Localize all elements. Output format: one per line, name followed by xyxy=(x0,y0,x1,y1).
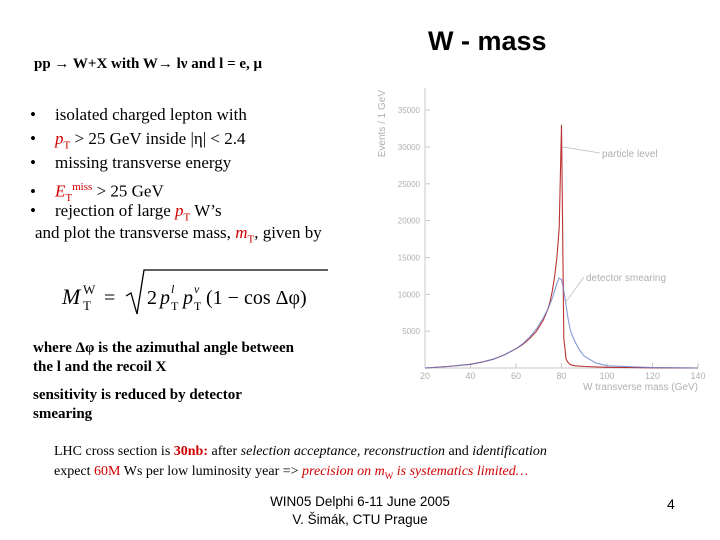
bullet-dot: • xyxy=(30,181,36,201)
transverse-mass-formula: M W T = 2 p l T p ν T (1 − cos Δφ) xyxy=(61,269,328,315)
bullet-list: • isolated charged lepton with • pT > 25 Ge… xyxy=(30,103,247,223)
y-tick-label: 30000 xyxy=(398,143,421,152)
bullet-sub: T xyxy=(63,139,71,152)
lhc-cross-section-value: 30nb: xyxy=(173,444,208,459)
slide-title: W - mass xyxy=(428,26,547,56)
lhc-line-2: expect 60M Ws per low luminosity year =>… xyxy=(54,462,547,486)
annotation-detector-smearing: detector smearing xyxy=(586,273,666,284)
y-tick-label: 15000 xyxy=(398,253,421,262)
y-tick-label: 10000 xyxy=(398,290,421,299)
bullet-dot: • xyxy=(30,105,36,124)
slide-footer: WIN05 Delphi 6-11 June 2005 V. Šimák, CT… xyxy=(240,493,480,529)
x-tick-label: 120 xyxy=(645,371,660,381)
lhc-l2-c: Ws per low luminosity year => xyxy=(120,464,303,479)
y-tick-label: 20000 xyxy=(398,217,421,226)
formula-p1-sup: l xyxy=(171,282,175,296)
lhc-l2-a: expect xyxy=(54,464,95,479)
note-line: the l and the recoil X xyxy=(33,359,167,375)
bullet-dot: • xyxy=(30,153,36,172)
note-line: where Δφ is the azimuthal angle between xyxy=(33,340,294,356)
y-tick-label: 5000 xyxy=(402,327,420,336)
lhc-line-1: LHC cross section is 30nb: after selecti… xyxy=(54,442,547,462)
y-axis-label: Events / 1 GeV xyxy=(377,90,388,158)
conclusion-pre: and plot the transverse mass, xyxy=(35,223,236,242)
bullet-pre: missing transverse energy xyxy=(55,153,232,172)
x-tick-label: 80 xyxy=(556,371,566,381)
lhc-l2-d-sub: W xyxy=(384,470,394,481)
bullet-sup: miss xyxy=(72,181,93,193)
formula-lhs-sub: T xyxy=(83,298,91,313)
bullet-var: p xyxy=(175,201,184,220)
bullet-pre: isolated charged lepton with xyxy=(55,105,247,124)
conclusion-var: m xyxy=(235,223,248,242)
annotation-particle-level: particle level xyxy=(602,149,658,160)
lhc-l2-d: precision on m xyxy=(302,464,385,479)
x-tick-label: 100 xyxy=(599,371,614,381)
footer-author: V. Šimák, CTU Prague xyxy=(292,512,428,527)
formula-p2-sup: ν xyxy=(194,282,200,296)
bullet-post: > 25 GeV xyxy=(92,181,164,201)
lhc-l1-a: LHC cross section is xyxy=(54,444,174,459)
bullet-dot: • xyxy=(30,201,36,220)
formula-p1-sub: T xyxy=(171,299,179,313)
lhc-event-count: 60M xyxy=(94,464,121,479)
formula-sqrt xyxy=(125,269,328,315)
azimuthal-note: where Δφ is the azimuthal angle between t… xyxy=(33,339,294,424)
bullet-item: • ETmiss > 25 GeV xyxy=(30,175,247,204)
x-tick-label: 20 xyxy=(420,371,430,381)
lhc-l2-e: is systematics limited… xyxy=(393,464,529,479)
conclusion-post: , given by xyxy=(254,223,322,242)
lhc-cross-section-text: LHC cross section is 30nb: after selecti… xyxy=(54,442,547,486)
bullet-sub: T xyxy=(65,192,73,205)
formula-p2: p xyxy=(181,287,193,309)
y-tick-label: 35000 xyxy=(398,106,421,115)
series-line-detector-smearing xyxy=(424,277,699,369)
formula-bracket: (1 − cos Δφ) xyxy=(206,287,307,309)
bullet-item: • isolated charged lepton with xyxy=(30,103,247,127)
bullet-item: • pT > 25 GeV inside |η| < 2.4 xyxy=(30,127,247,151)
bullet-dot: • xyxy=(30,129,36,148)
bullet-var: p xyxy=(55,129,64,148)
formula-p2-sub: T xyxy=(194,299,202,313)
x-tick-label: 60 xyxy=(511,371,521,381)
formula-equals: = xyxy=(104,287,115,309)
annotation-detector-pointer xyxy=(565,276,585,302)
note-line: smearing xyxy=(33,406,93,422)
lhc-l1-c: after xyxy=(208,444,241,459)
x-tick-label: 40 xyxy=(465,371,475,381)
slide-subtitle: pp → W+X with W→ lν and l = e, μ xyxy=(34,56,263,72)
lhc-l1-e: and xyxy=(445,444,473,459)
footer-conference: WIN05 Delphi 6-11 June 2005 xyxy=(270,494,450,509)
bullet-sub: T xyxy=(183,211,191,224)
bullet-post: W’s xyxy=(190,201,222,220)
conclusion-text: and plot the transverse mass, mT, given … xyxy=(35,223,322,245)
formula-const: 2 xyxy=(147,287,157,309)
formula-lhs-var: M xyxy=(61,284,82,309)
formula-p1: p xyxy=(158,287,170,309)
page-number: 4 xyxy=(667,496,675,512)
series-line-particle-level xyxy=(424,124,699,369)
conclusion-sub: T xyxy=(247,233,255,246)
bullet-var: E xyxy=(55,181,66,201)
bullet-post: > 25 GeV inside |η| < 2.4 xyxy=(70,129,246,148)
y-tick-label: 25000 xyxy=(398,180,421,189)
bullet-pre: rejection of large xyxy=(55,201,176,220)
annotation-particle-pointer xyxy=(562,146,601,154)
formula-lhs-sup: W xyxy=(83,282,96,297)
w-mass-plot: 5000 10000 15000 20000 25000 30000 35000 20 40 60… xyxy=(377,88,706,393)
lhc-l1-d: selection acceptance, reconstruction xyxy=(240,444,446,459)
note-line: sensitivity is reduced by detector xyxy=(33,387,242,403)
x-tick-label: 140 xyxy=(690,371,705,381)
bullet-item: • missing transverse energy xyxy=(30,151,247,175)
x-axis-label: W transverse mass (GeV) xyxy=(583,382,698,393)
lhc-l1-f: identification xyxy=(472,444,547,459)
bullet-item: • rejection of large pT W’s xyxy=(30,199,247,223)
